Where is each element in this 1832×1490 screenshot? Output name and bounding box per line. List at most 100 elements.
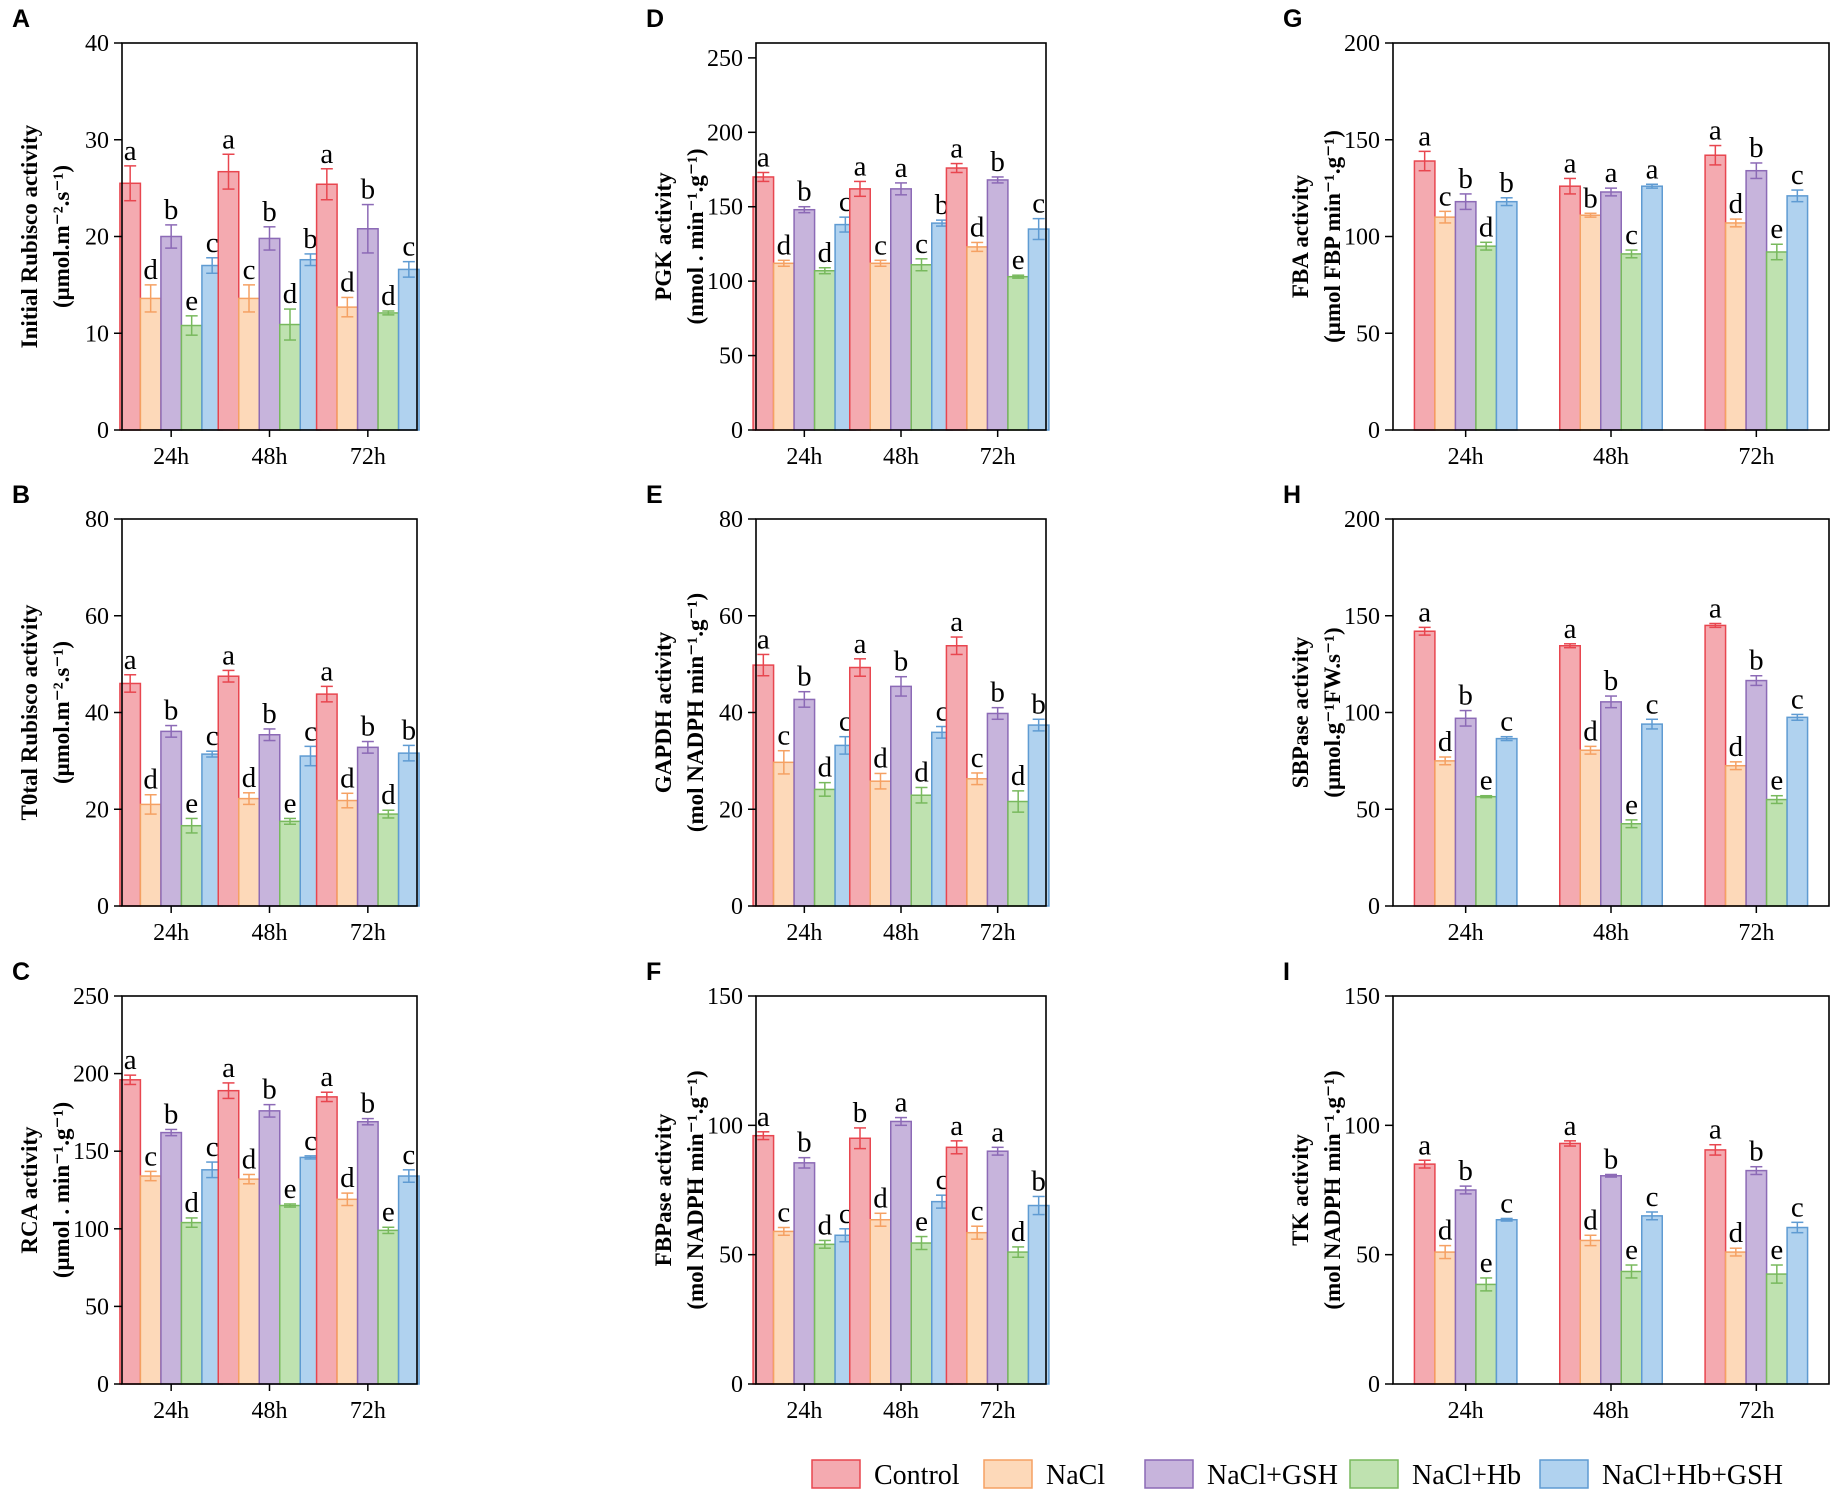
bar [986,179,1009,431]
y-tick-label: 0 [1368,894,1380,920]
bar [258,237,281,431]
bar [869,262,892,431]
significance-letter: a [991,1116,1004,1148]
panel-letter: C [12,958,30,986]
significance-letter: b [361,1088,376,1120]
significance-letter: e [1480,1247,1493,1279]
panel-letter: B [12,481,30,509]
significance-letter: b [1604,1143,1619,1175]
bar [1600,701,1622,907]
significance-letter: d [340,762,355,794]
y-tick-label: 60 [85,604,109,630]
significance-letter: b [990,677,1005,709]
significance-letter: d [381,779,396,811]
bar [890,1120,912,1385]
significance-letter: b [1604,665,1619,697]
significance-letter: d [818,237,833,269]
bar [397,268,420,431]
significance-letter: a [124,1044,137,1076]
y-tick-label: 40 [85,701,109,727]
legend-swatch [811,1459,861,1489]
significance-letter: c [971,742,984,774]
bar [1786,1226,1809,1385]
significance-letter: a [1709,1114,1722,1146]
y-tick-label: 100 [1344,225,1380,251]
x-tick-label: 48h [883,1398,919,1424]
bar [1641,185,1663,431]
bar [849,666,871,907]
legend-label: NaCl+Hb+GSH [1602,1460,1783,1490]
bar [377,1229,400,1385]
significance-letter: a [950,1110,963,1142]
y-axis-label: TK activity (mol NADPH min⁻¹.g⁻¹) [1288,1070,1345,1309]
bar [1724,222,1747,431]
significance-letter: e [185,787,198,819]
y-tick-label: 0 [1368,1372,1380,1398]
y-tick-label: 50 [1356,321,1380,347]
significance-letter: b [853,1097,868,1129]
bar [356,1120,379,1385]
y-tick-label: 150 [73,1139,109,1165]
x-tick-label: 48h [252,1398,288,1424]
y-tick-label: 80 [85,507,109,533]
significance-letter: a [1646,153,1659,185]
x-tick-label: 24h [1448,920,1484,946]
significance-letter: b [1458,163,1473,195]
significance-letter: d [1729,188,1744,220]
significance-letter: b [1583,182,1598,214]
bar [1434,216,1457,431]
x-tick-label: 72h [1738,1398,1774,1424]
significance-letter: b [1031,688,1046,720]
bar [849,1137,871,1385]
significance-letter: a [320,1061,333,1093]
significance-letter: b [164,1098,179,1130]
significance-letter: a [1418,1129,1431,1161]
y-axis-label-line1: Initial Rubisco activity [17,124,42,348]
significance-letter: e [1480,765,1493,797]
bar [1600,191,1622,431]
bar [1495,200,1518,431]
panel-c: Cacbdc24hadbec48hadbec72h050100150200250… [12,958,420,1424]
significance-letter: c [874,229,887,261]
y-tick-label: 150 [1344,128,1380,154]
bar [1620,823,1643,907]
significance-letter: a [757,141,770,173]
significance-letter: d [873,1182,888,1214]
y-tick-label: 0 [97,418,109,444]
bar [217,675,240,907]
panel-letter: E [646,481,663,509]
significance-letter: c [971,1195,984,1227]
bar [772,761,795,907]
significance-letter: e [1625,1234,1638,1266]
bar [119,1079,142,1385]
y-axis-label-line1: SBPase activity [1288,636,1313,788]
bar [910,1242,933,1385]
bar [849,188,871,431]
bar [180,324,203,431]
significance-letter: d [340,266,355,298]
significance-letter: b [361,174,376,206]
significance-letter: c [144,1140,157,1172]
bar [217,170,240,431]
y-axis-label-line1: FBPase activity [651,1113,676,1266]
x-tick-label: 72h [1738,444,1774,470]
significance-letter: a [757,623,770,655]
significance-letter: d [1438,726,1453,758]
significance-letter: c [304,715,317,747]
bar [180,1221,203,1385]
bar [772,262,795,431]
bar [1007,275,1030,431]
bar [890,685,912,907]
significance-letter: a [950,606,963,638]
bar [1745,679,1768,907]
significance-letter: a [222,639,235,671]
bar [119,182,142,431]
bar [1765,251,1788,431]
bar [279,820,301,907]
significance-letter: b [262,698,277,730]
significance-letter: d [1438,1215,1453,1247]
x-tick-label: 72h [350,1398,386,1424]
bar [1454,1189,1477,1385]
y-tick-label: 50 [719,344,743,370]
x-tick-label: 72h [980,444,1016,470]
